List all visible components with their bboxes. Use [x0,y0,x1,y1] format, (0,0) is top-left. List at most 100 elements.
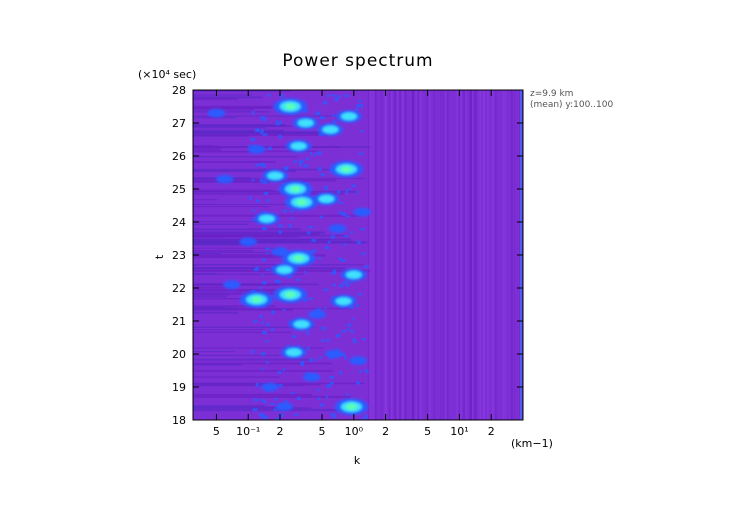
noise-dot [345,189,348,194]
noise-dot [251,110,255,115]
noise-dot [255,382,260,387]
noise-dot [255,163,260,167]
noise-dot [275,120,279,123]
horizontal-streak [193,406,296,408]
x-tick-label: 5 [319,425,326,438]
peak-outer [353,207,371,217]
noise-dot [263,400,267,404]
vertical-streak [395,90,397,420]
noise-dot [364,265,369,269]
peak-core [284,291,296,298]
horizontal-streak [193,232,321,236]
noise-dot [324,246,330,250]
noise-dot [329,375,335,379]
horizontal-streak [193,283,319,286]
y-axis-label: t [153,254,166,259]
noise-dot [332,414,337,419]
noise-dot [285,400,288,404]
noise-dot [274,279,280,283]
noise-dot [344,355,347,360]
y-axis: 18 19 20 21 22 23 24 25 26 27 28 [172,84,523,427]
noise-dot [342,281,346,285]
noise-dot [291,392,295,395]
noise-dot [353,341,357,344]
noise-dot [255,129,261,133]
noise-dot [304,298,309,301]
noise-dot [285,276,290,279]
horizontal-streak [193,193,344,195]
vertical-streak [396,90,399,420]
peak-mid [276,265,293,274]
vertical-streak [471,90,472,420]
noise-dot [279,413,284,418]
noise-dot [357,240,361,245]
horizontal-streak [193,108,255,111]
noise-dot [251,349,255,354]
noise-dot [319,215,324,219]
horizontal-streak [193,293,283,295]
horizontal-streak [193,347,324,349]
y-tick-label: 28 [172,84,186,97]
peak-core [251,296,262,303]
noise-dot [339,201,344,205]
noise-dot [262,164,267,168]
vertical-streak [442,90,444,420]
vertical-streak [426,90,428,420]
noise-dot [362,337,367,341]
horizontal-streak [193,329,265,331]
noise-dot [277,370,282,375]
noise-dot [250,137,256,142]
peak-mid [322,125,339,134]
noise-dot [309,358,314,363]
horizontal-streak [193,146,341,148]
noise-dot [260,128,264,133]
noise-dot [275,417,280,420]
vertical-streak [474,90,477,420]
horizontal-streak [193,223,249,226]
noise-dot [316,307,322,311]
vertical-streak [460,90,463,420]
noise-dot [296,278,301,281]
noise-dot [320,173,325,177]
horizontal-streak [193,298,273,300]
vertical-stripes [248,90,523,420]
noise-dot [259,315,263,319]
noise-dot [338,210,342,215]
peak-outer [302,372,321,382]
horizontal-streak [193,395,351,398]
peak-outer [349,356,367,365]
noise-dot [356,103,359,108]
x-axis: 5 10⁻¹ 2 5 10⁰ 2 5 10¹ 2 [213,90,495,438]
horizontal-streak [193,308,293,311]
peak-mid [258,214,275,223]
peak-outer [328,224,347,234]
noise-dot [327,240,331,244]
horizontal-streak [193,105,279,108]
vertical-streak [391,90,392,420]
noise-dot [351,184,356,188]
x-tick-label: 10⁻¹ [236,425,260,438]
noise-dot [309,297,314,300]
horizontal-streak [193,96,263,99]
horizontal-streak [193,267,258,269]
horizontal-streak [193,376,280,378]
y-tick-label: 27 [172,117,186,130]
horizontal-streak [193,236,301,238]
horizontal-streak [193,385,304,387]
noise-dot [306,331,310,335]
vertical-streak [403,90,405,420]
peak-outer [275,402,294,412]
noise-dot [278,120,282,125]
noise-dot [332,283,337,287]
peak-outer [215,174,234,184]
peak-mid [335,297,352,306]
noise-dot [355,108,359,112]
vertical-streak [495,90,497,420]
noise-dot [358,104,364,108]
vertical-streak [465,90,467,420]
peak-mid [340,112,357,121]
horizontal-streak [193,199,218,201]
noise-dot [275,123,280,126]
noise-dot [269,402,275,406]
